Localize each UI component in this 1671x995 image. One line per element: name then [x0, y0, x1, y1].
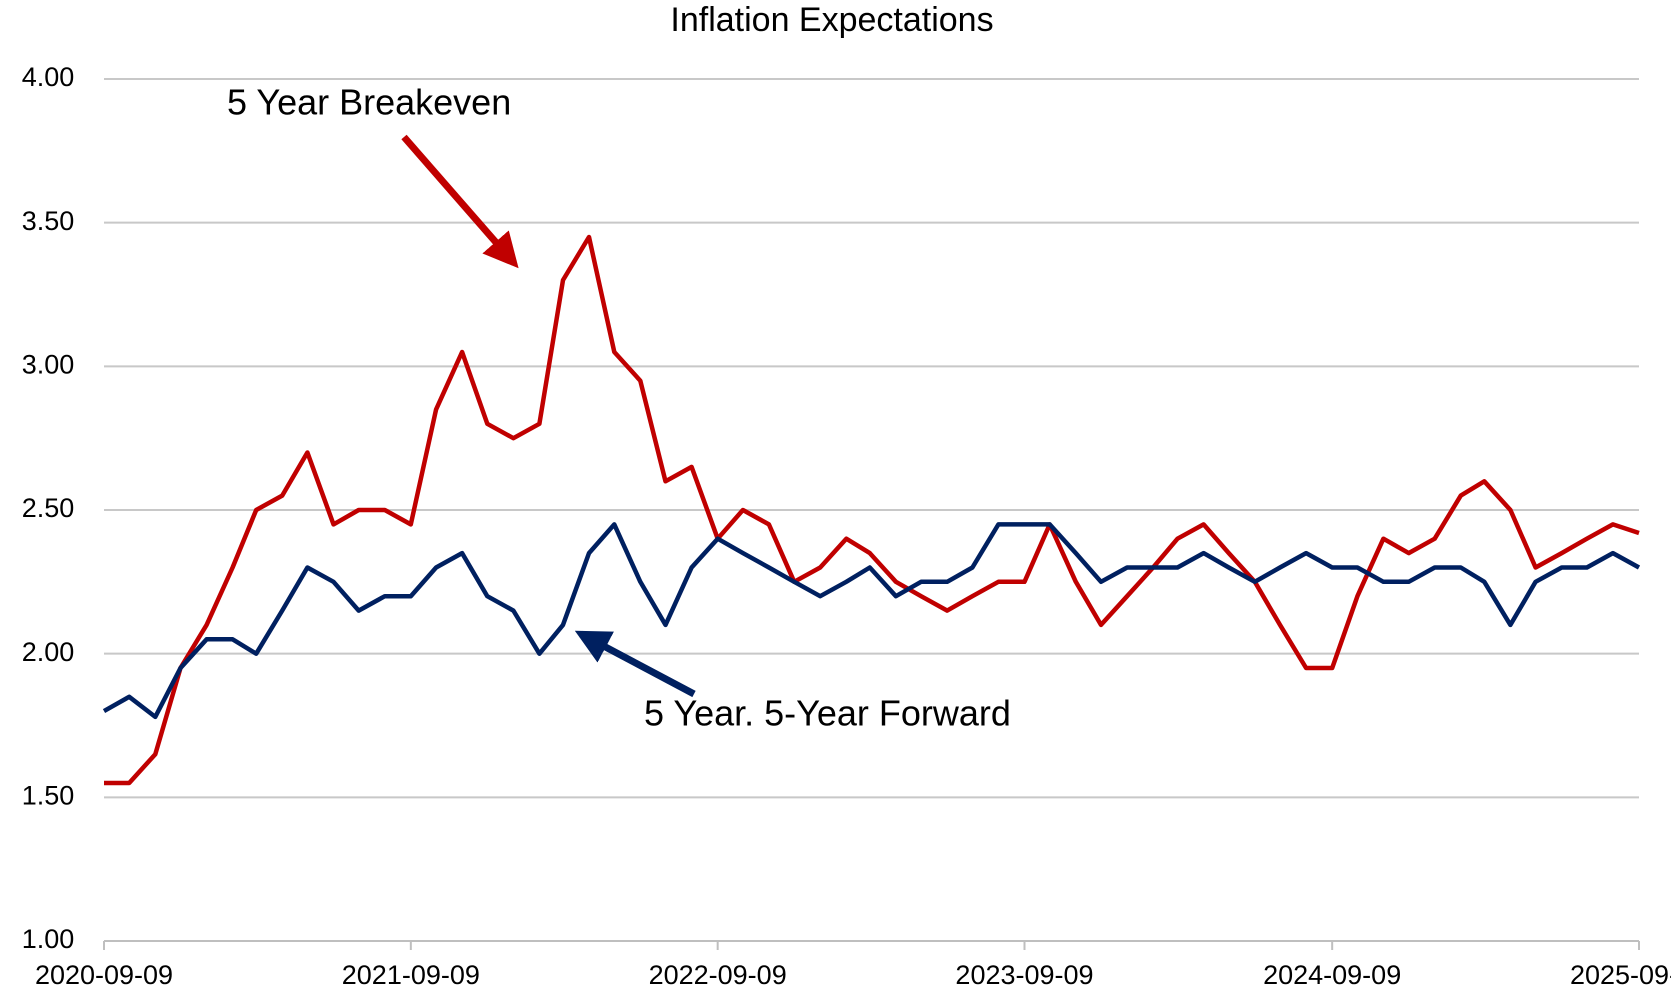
x-tick-label: 2020-09-09 — [35, 960, 173, 990]
x-tick-label: 2025-09-09 — [1570, 960, 1671, 990]
y-tick-label: 3.00 — [22, 349, 75, 379]
y-tick-label: 2.50 — [22, 493, 75, 523]
x-tick-label: 2021-09-09 — [342, 960, 480, 990]
x-tick-label: 2023-09-09 — [955, 960, 1093, 990]
annotation-arrow — [574, 630, 696, 698]
series-line — [104, 234, 1640, 786]
y-tick-label: 3.50 — [22, 206, 75, 236]
annotation-arrow — [401, 134, 519, 269]
series-annotation: 5 Year Breakeven — [227, 82, 511, 123]
y-tick-label: 4.00 — [22, 62, 75, 92]
chart-title: Inflation Expectations — [670, 1, 993, 39]
y-tick-label: 1.50 — [22, 780, 75, 810]
plot-area — [102, 234, 1641, 786]
grid — [104, 78, 1639, 942]
y-tick-label: 1.00 — [22, 924, 75, 954]
axes: 1.00 1.50 2.00 2.50 3.00 3.50 4.00 2020-09-09 20… — [22, 62, 1671, 990]
x-tick-label: 2022-09-09 — [649, 960, 787, 990]
x-tick-label: 2024-09-09 — [1263, 960, 1401, 990]
series-line — [102, 522, 1641, 720]
series-annotation: 5 Year. 5-Year Forward — [644, 693, 1011, 734]
y-tick-label: 2.00 — [22, 637, 75, 667]
